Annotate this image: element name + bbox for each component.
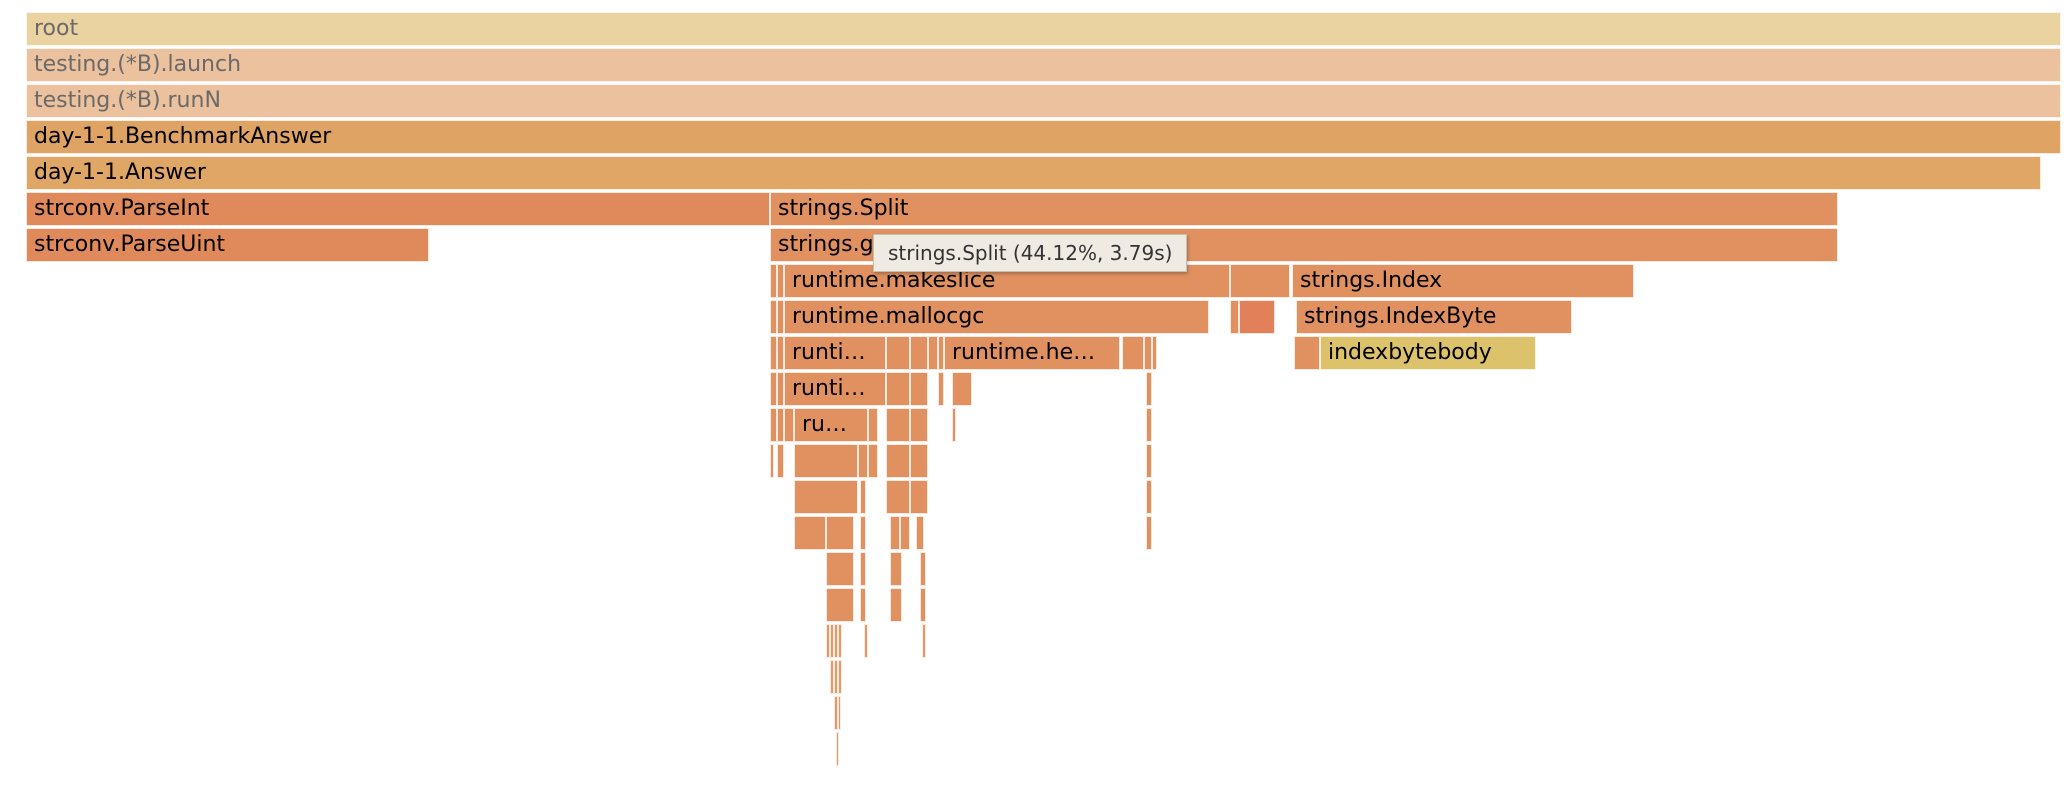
frame-small[interactable] [860,552,866,586]
frame-small[interactable] [916,516,924,550]
frame-small[interactable] [910,408,928,442]
frame-small[interactable] [834,660,838,694]
frame-small[interactable] [886,480,910,514]
frame-small[interactable] [770,264,777,298]
frame-small[interactable] [826,624,830,658]
frame-small[interactable] [886,408,910,442]
frame-small[interactable] [886,336,910,370]
frame-small[interactable] [838,624,842,658]
frame-small[interactable] [886,372,910,406]
frame-small[interactable] [1146,444,1152,478]
frame-small[interactable] [1122,336,1144,370]
frame-small[interactable] [838,696,841,730]
frame-small[interactable] [860,588,866,622]
frame-small[interactable] [794,480,858,514]
frame-small[interactable] [777,444,784,478]
frame-small[interactable] [1146,408,1152,442]
frame-small[interactable] [770,336,777,370]
frame-small[interactable] [890,516,900,550]
frame-strings-split[interactable]: strings.Split [770,192,1838,226]
frame-indexbytebody[interactable]: indexbytebody [1320,336,1536,370]
frame-strconv-parseint[interactable]: strconv.ParseInt [26,192,770,226]
frame-small[interactable] [922,624,926,658]
frame-small[interactable] [890,588,902,622]
frame-small[interactable] [890,552,902,586]
frame-small[interactable] [836,732,839,766]
frame-strings-indexbyte[interactable]: strings.IndexByte [1296,300,1572,334]
frame-small[interactable] [900,516,910,550]
frame-small[interactable] [826,588,854,622]
frame-runtime-truncated[interactable]: runti… [784,372,886,406]
frame-answer[interactable]: day-1-1.Answer [26,156,2041,190]
frame-runtime-truncated[interactable]: runti… [784,336,886,370]
frame-small[interactable] [777,336,784,370]
frame-small[interactable] [928,336,938,370]
frame-small[interactable] [777,264,784,298]
frame-small[interactable] [794,444,858,478]
frame-runtime-mallocgc[interactable]: runtime.mallocgc [784,300,1209,334]
frame-small[interactable] [864,624,868,658]
frame-small[interactable] [920,588,926,622]
frame-runtime-truncated[interactable]: ru… [794,408,868,442]
frame-small[interactable] [834,696,838,730]
frame-testing-b-runn[interactable]: testing.(*B).runN [26,84,2061,118]
frame-small[interactable] [826,552,854,586]
frame-small[interactable] [777,300,784,334]
frame-small[interactable] [1144,336,1152,370]
frame-small[interactable] [952,408,956,442]
frame-small[interactable] [834,624,838,658]
frame-small[interactable] [860,480,866,514]
frame-small[interactable] [910,444,928,478]
frame-small[interactable] [1152,336,1157,370]
frame-root[interactable]: root [26,12,2061,46]
frame-small[interactable] [830,660,834,694]
frame-small[interactable] [938,372,944,406]
frame-strconv-parseuint[interactable]: strconv.ParseUint [26,228,429,262]
frame-small[interactable] [868,444,878,478]
frame-small[interactable] [1146,480,1152,514]
frame-small[interactable] [886,444,910,478]
frame-small[interactable] [1239,300,1275,334]
frame-small[interactable] [910,372,928,406]
frame-small[interactable] [1230,300,1239,334]
frame-small[interactable] [777,408,784,442]
frame-testing-b-launch[interactable]: testing.(*B).launch [26,48,2061,82]
frame-benchmark-answer[interactable]: day-1-1.BenchmarkAnswer [26,120,2061,154]
frame-small[interactable] [826,516,854,550]
frame-small[interactable] [770,408,777,442]
frame-small[interactable] [858,444,868,478]
frame-small[interactable] [794,516,826,550]
frame-small[interactable] [1294,336,1320,370]
frame-small[interactable] [910,480,928,514]
frame-small[interactable] [784,408,794,442]
frame-small[interactable] [838,660,842,694]
frame-small[interactable] [938,336,944,370]
frame-small[interactable] [952,372,972,406]
frame-small[interactable] [770,372,777,406]
frame-small[interactable] [868,408,878,442]
frame-small[interactable] [830,624,834,658]
frame-small[interactable] [770,300,777,334]
frame-small[interactable] [1230,264,1290,298]
frame-small[interactable] [1146,372,1152,406]
frame-small[interactable] [920,552,926,586]
frame-small[interactable] [770,444,774,478]
frame-strings-index[interactable]: strings.Index [1292,264,1634,298]
frame-tooltip: strings.Split (44.12%, 3.79s) [873,234,1188,272]
frame-small[interactable] [860,516,866,550]
frame-small[interactable] [910,336,928,370]
frame-small[interactable] [1146,516,1152,550]
frame-runtime-heap[interactable]: runtime.he… [944,336,1120,370]
frame-small[interactable] [777,372,784,406]
